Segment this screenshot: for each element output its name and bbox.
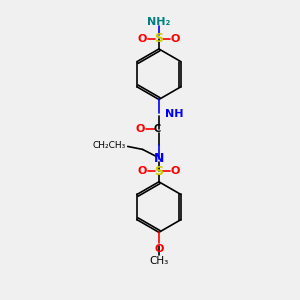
Text: O: O bbox=[154, 244, 164, 254]
Text: S: S bbox=[154, 165, 164, 178]
Text: C: C bbox=[154, 124, 161, 134]
Text: O: O bbox=[171, 34, 180, 44]
Text: O: O bbox=[171, 167, 180, 176]
Text: CH₂CH₃: CH₂CH₃ bbox=[93, 141, 126, 150]
Text: CH₃: CH₃ bbox=[149, 256, 169, 266]
Text: S: S bbox=[154, 32, 164, 45]
Text: N: N bbox=[154, 152, 164, 165]
Text: O: O bbox=[138, 167, 147, 176]
Text: O: O bbox=[138, 34, 147, 44]
Text: NH₂: NH₂ bbox=[147, 16, 171, 27]
Text: O: O bbox=[136, 124, 145, 134]
Text: NH: NH bbox=[165, 109, 183, 119]
